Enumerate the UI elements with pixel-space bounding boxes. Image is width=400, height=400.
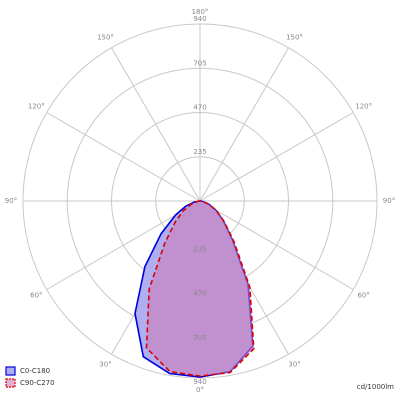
r-tick-label: 940 [193,15,206,23]
legend-swatch [5,366,16,376]
theta-tick-label: 120° [28,103,45,111]
legend-label: C0-C180 [20,367,50,375]
r-tick-label: 470 [193,290,206,298]
theta-tick-label: 60° [357,292,369,300]
theta-tick-label: 90° [5,197,17,205]
unit-label: cd/1000lm [357,383,394,391]
plot-area [134,200,255,378]
r-tick-label: 940 [193,378,206,386]
theta-tick-label: 90° [383,197,395,205]
legend-swatch [5,378,16,388]
theta-tick-label: 60° [30,292,42,300]
r-tick-label: 470 [193,104,206,112]
theta-tick-label: 30° [99,361,111,369]
grid-spoke [199,200,354,290]
grid [22,23,378,379]
r-tick-label: 705 [193,59,206,67]
theta-tick-label: 30° [288,361,300,369]
r-tick-label: 235 [193,148,206,156]
grid-spoke [46,112,201,202]
theta-tick-label: 180° [192,8,209,16]
grid-spoke [199,47,289,202]
theta-tick-label: 150° [286,33,303,41]
theta-tick-label: 150° [97,33,114,41]
labels: 2352354704707057059409400°30°30°60°60°90… [5,8,395,394]
grid-spoke [111,47,201,202]
r-tick-label: 705 [193,334,206,342]
series-area [145,200,255,377]
legend-label: C90-C270 [20,379,55,387]
r-tick-label: 235 [193,245,206,253]
theta-tick-label: 0° [196,386,204,394]
theta-tick-label: 120° [355,103,372,111]
grid-spoke [199,112,354,202]
